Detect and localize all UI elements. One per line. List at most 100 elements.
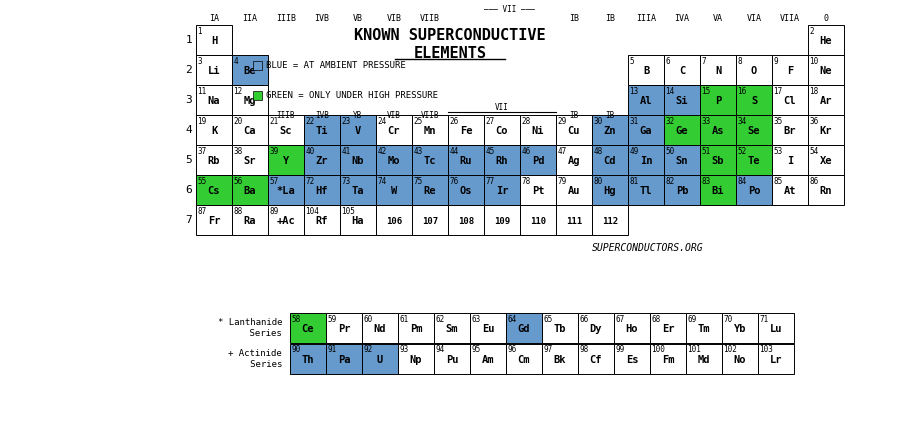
Text: Tb: Tb (554, 324, 566, 334)
Text: Li: Li (208, 66, 220, 76)
Text: IIIA: IIIA (636, 14, 656, 23)
Text: Ce: Ce (302, 324, 314, 334)
Text: 59: 59 (328, 314, 337, 323)
Text: 18: 18 (809, 86, 819, 96)
Text: Os: Os (460, 186, 473, 196)
Text: ——— VII ———: ——— VII ——— (484, 5, 535, 14)
Bar (614, 313, 650, 343)
Text: Cl: Cl (784, 96, 796, 106)
Text: 46: 46 (521, 147, 531, 155)
Bar (448, 115, 484, 145)
Text: 4: 4 (233, 56, 238, 66)
Bar (686, 344, 722, 374)
Bar (520, 115, 556, 145)
Bar (758, 344, 794, 374)
Bar (448, 205, 484, 235)
Bar (556, 175, 592, 205)
Text: VIB: VIB (386, 14, 401, 23)
Bar (628, 115, 664, 145)
Text: IA: IA (209, 14, 219, 23)
Bar (628, 175, 664, 205)
Text: F: F (787, 66, 793, 76)
Bar (542, 313, 578, 343)
Text: Sm: Sm (446, 324, 458, 334)
Bar (664, 145, 700, 175)
Text: Pu: Pu (446, 355, 458, 365)
Text: 64: 64 (508, 314, 517, 323)
Text: IVB: IVB (314, 14, 329, 23)
Bar (542, 344, 578, 374)
Text: 89: 89 (269, 206, 279, 216)
Bar (362, 344, 398, 374)
Bar (506, 344, 542, 374)
Bar (398, 313, 434, 343)
Text: 101: 101 (688, 346, 701, 354)
Bar (196, 55, 232, 85)
Text: 35: 35 (773, 117, 783, 125)
Text: 29: 29 (557, 117, 567, 125)
Bar (758, 313, 794, 343)
Text: 93: 93 (400, 346, 409, 354)
Text: 71: 71 (760, 314, 769, 323)
Text: 85: 85 (773, 176, 783, 186)
Text: VII: VII (495, 103, 508, 112)
Bar (808, 115, 844, 145)
Text: *La: *La (276, 186, 295, 196)
Text: Cf: Cf (590, 355, 602, 365)
Text: * Lanthanide
    Series: * Lanthanide Series (218, 318, 282, 338)
Bar (412, 175, 448, 205)
Text: ELEMENTS: ELEMENTS (413, 46, 487, 61)
Text: In: In (640, 156, 652, 166)
Text: Ru: Ru (460, 156, 473, 166)
Bar (340, 175, 376, 205)
Bar (700, 115, 736, 145)
Text: 109: 109 (494, 216, 510, 226)
Text: Pb: Pb (676, 186, 688, 196)
Text: 68: 68 (652, 314, 661, 323)
Text: B: B (643, 66, 649, 76)
Text: Cm: Cm (518, 355, 530, 365)
Bar (232, 205, 268, 235)
Text: + Actinide
   Series: + Actinide Series (229, 349, 282, 369)
Text: Mn: Mn (424, 126, 436, 136)
Text: YB: YB (354, 111, 363, 120)
Text: 112: 112 (602, 216, 618, 226)
Text: 24: 24 (377, 117, 387, 125)
Text: H: H (211, 36, 217, 46)
Text: Nd: Nd (374, 324, 386, 334)
Text: At: At (784, 186, 796, 196)
Text: Fr: Fr (208, 216, 220, 226)
Bar (484, 175, 520, 205)
Text: 86: 86 (809, 176, 819, 186)
Bar (520, 145, 556, 175)
Bar (304, 115, 340, 145)
Bar (268, 115, 304, 145)
Text: Fm: Fm (662, 355, 674, 365)
Text: 60: 60 (364, 314, 373, 323)
Text: 9: 9 (773, 56, 778, 66)
Bar (686, 313, 722, 343)
Bar (253, 61, 262, 70)
Bar (736, 115, 772, 145)
Text: Si: Si (676, 96, 688, 106)
Text: N: N (715, 66, 721, 76)
Bar (650, 344, 686, 374)
Text: 100: 100 (652, 346, 665, 354)
Text: S: S (751, 96, 757, 106)
Bar (592, 145, 628, 175)
Text: 88: 88 (233, 206, 243, 216)
Bar (736, 85, 772, 115)
Bar (664, 115, 700, 145)
Text: 3: 3 (197, 56, 202, 66)
Text: 77: 77 (485, 176, 495, 186)
Bar (232, 175, 268, 205)
Text: 44: 44 (449, 147, 459, 155)
Text: I: I (787, 156, 793, 166)
Bar (808, 85, 844, 115)
Text: 13: 13 (629, 86, 639, 96)
Text: No: No (734, 355, 746, 365)
Text: Ra: Ra (244, 216, 256, 226)
Text: Re: Re (424, 186, 436, 196)
Text: 34: 34 (737, 117, 747, 125)
Text: IIIB: IIIB (276, 14, 296, 23)
